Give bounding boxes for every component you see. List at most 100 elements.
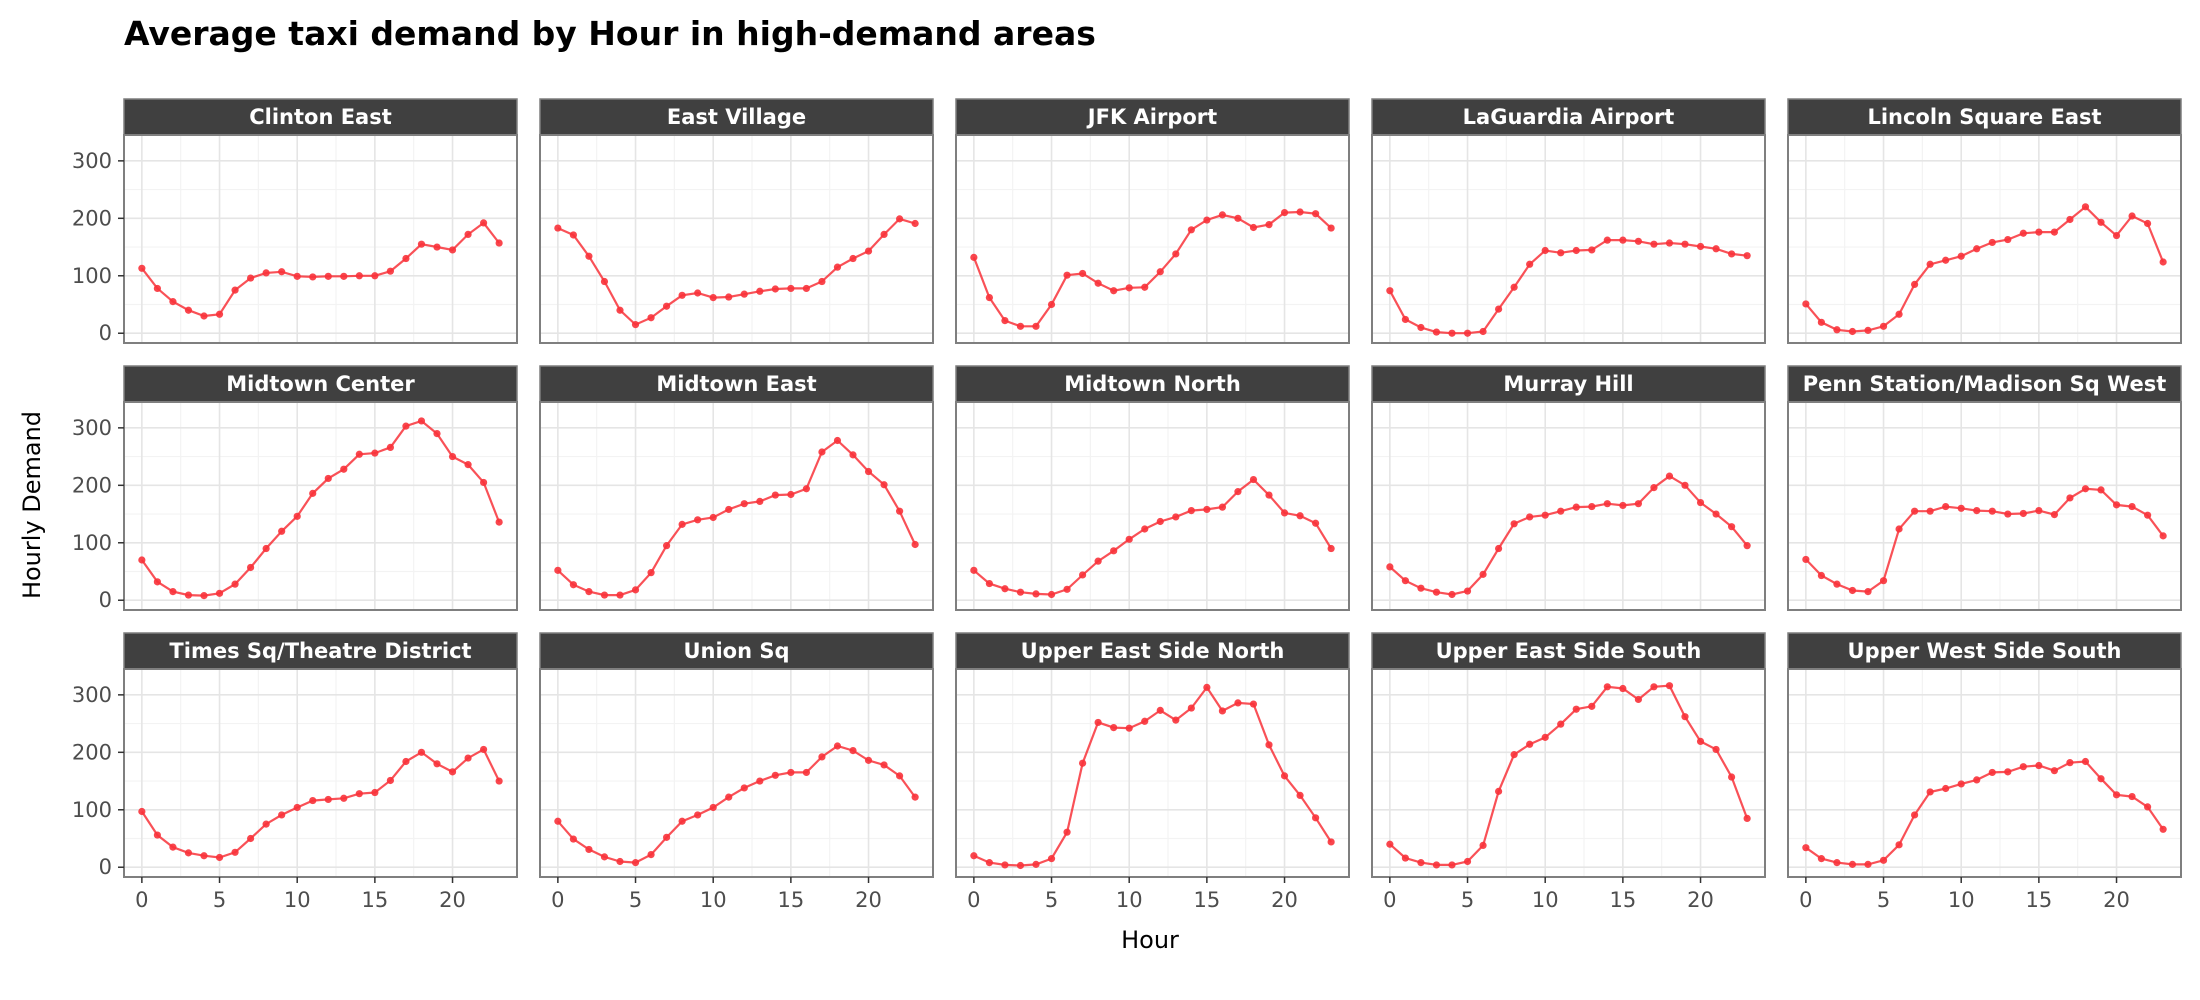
data-point (184, 306, 193, 314)
data-point (970, 566, 978, 574)
data-point (849, 746, 857, 755)
facet-panel: Times Sq/Theatre District 0 100 200 300 0 5 10 1… (72, 632, 518, 912)
data-point (1541, 511, 1549, 519)
data-point (1156, 706, 1164, 714)
data-point (1895, 310, 1903, 318)
data-point (662, 302, 671, 310)
data-point (1743, 814, 1751, 822)
data-point (1001, 316, 1009, 325)
data-point (1603, 500, 1611, 508)
series-line (557, 744, 916, 864)
x-tick-label: 20 (1271, 888, 1298, 912)
x-tick-label: 10 (1116, 888, 1143, 912)
data-point (2097, 775, 2105, 783)
data-point (1802, 844, 1810, 852)
data-point (169, 843, 177, 851)
data-point (386, 443, 395, 451)
data-point (1312, 814, 1320, 822)
data-point (1681, 713, 1689, 721)
data-point (1094, 718, 1102, 727)
x-tick-label: 10 (700, 888, 727, 912)
data-point (200, 852, 208, 860)
data-point (802, 768, 811, 777)
panel-border (539, 401, 934, 611)
data-point (1650, 484, 1658, 492)
x-tick-label: 5 (1877, 888, 1890, 912)
data-point (2019, 763, 2027, 771)
data-point (2112, 501, 2121, 509)
data-point (293, 803, 301, 812)
data-point (1234, 214, 1242, 222)
data-point (911, 793, 919, 801)
data-point (1696, 242, 1705, 251)
data-point (1557, 507, 1565, 515)
data-point (896, 215, 904, 223)
facet-strip (1371, 632, 1766, 670)
data-point (647, 569, 655, 577)
data-point (1926, 260, 1934, 268)
panel-border (1371, 134, 1766, 344)
y-tick-label: 0 (99, 321, 112, 345)
data-point (1650, 683, 1658, 691)
data-point (1016, 588, 1025, 596)
y-tick-label: 0 (99, 588, 112, 612)
data-point (1910, 280, 1919, 288)
data-point (1743, 252, 1751, 260)
data-point (2019, 229, 2027, 237)
data-point (1557, 249, 1565, 257)
data-point (631, 859, 640, 867)
data-point (1728, 773, 1736, 781)
data-point (1572, 705, 1580, 713)
data-point (262, 820, 270, 828)
data-point (448, 246, 457, 254)
data-point (184, 849, 193, 857)
data-point (709, 803, 717, 812)
x-tick-label: 20 (1687, 888, 1714, 912)
data-point (1973, 776, 1981, 784)
data-point (585, 845, 593, 854)
data-point (1187, 704, 1195, 712)
series-line (1805, 487, 2164, 593)
data-point (2035, 228, 2043, 236)
data-point (1016, 322, 1025, 330)
x-tick-label: 5 (1045, 888, 1058, 912)
y-tick-label: 0 (99, 855, 112, 879)
series-line (973, 478, 1333, 596)
series-line (972, 210, 1332, 328)
data-point (2144, 803, 2152, 811)
facet-strip-label: Midtown East (656, 372, 816, 396)
data-point (309, 489, 317, 497)
data-point (324, 474, 332, 483)
data-point (355, 272, 363, 280)
data-point (246, 834, 255, 843)
data-point (355, 450, 363, 458)
data-point (2159, 825, 2167, 833)
x-tick-label: 20 (439, 888, 466, 912)
panel-border (539, 668, 934, 878)
data-point (1187, 226, 1195, 234)
data-point (1001, 861, 1009, 869)
x-tick-label: 10 (1532, 888, 1559, 912)
data-point (371, 272, 379, 280)
series-line (1805, 205, 2165, 333)
data-point (293, 272, 301, 280)
data-point (1712, 510, 1720, 518)
facet-strip (955, 632, 1350, 670)
data-point (1619, 236, 1627, 244)
data-point (985, 294, 993, 302)
data-point (1665, 682, 1674, 690)
data-point (970, 852, 978, 860)
data-point (1957, 252, 1965, 260)
data-point (1942, 784, 1950, 793)
data-point (1895, 525, 1903, 533)
data-point (464, 754, 472, 762)
data-point (554, 224, 562, 232)
data-point (725, 505, 733, 514)
data-point (849, 451, 857, 459)
data-point (725, 793, 733, 801)
data-point (740, 500, 748, 508)
data-point (1743, 542, 1751, 550)
data-point (1681, 240, 1689, 248)
data-point (1848, 327, 1857, 336)
